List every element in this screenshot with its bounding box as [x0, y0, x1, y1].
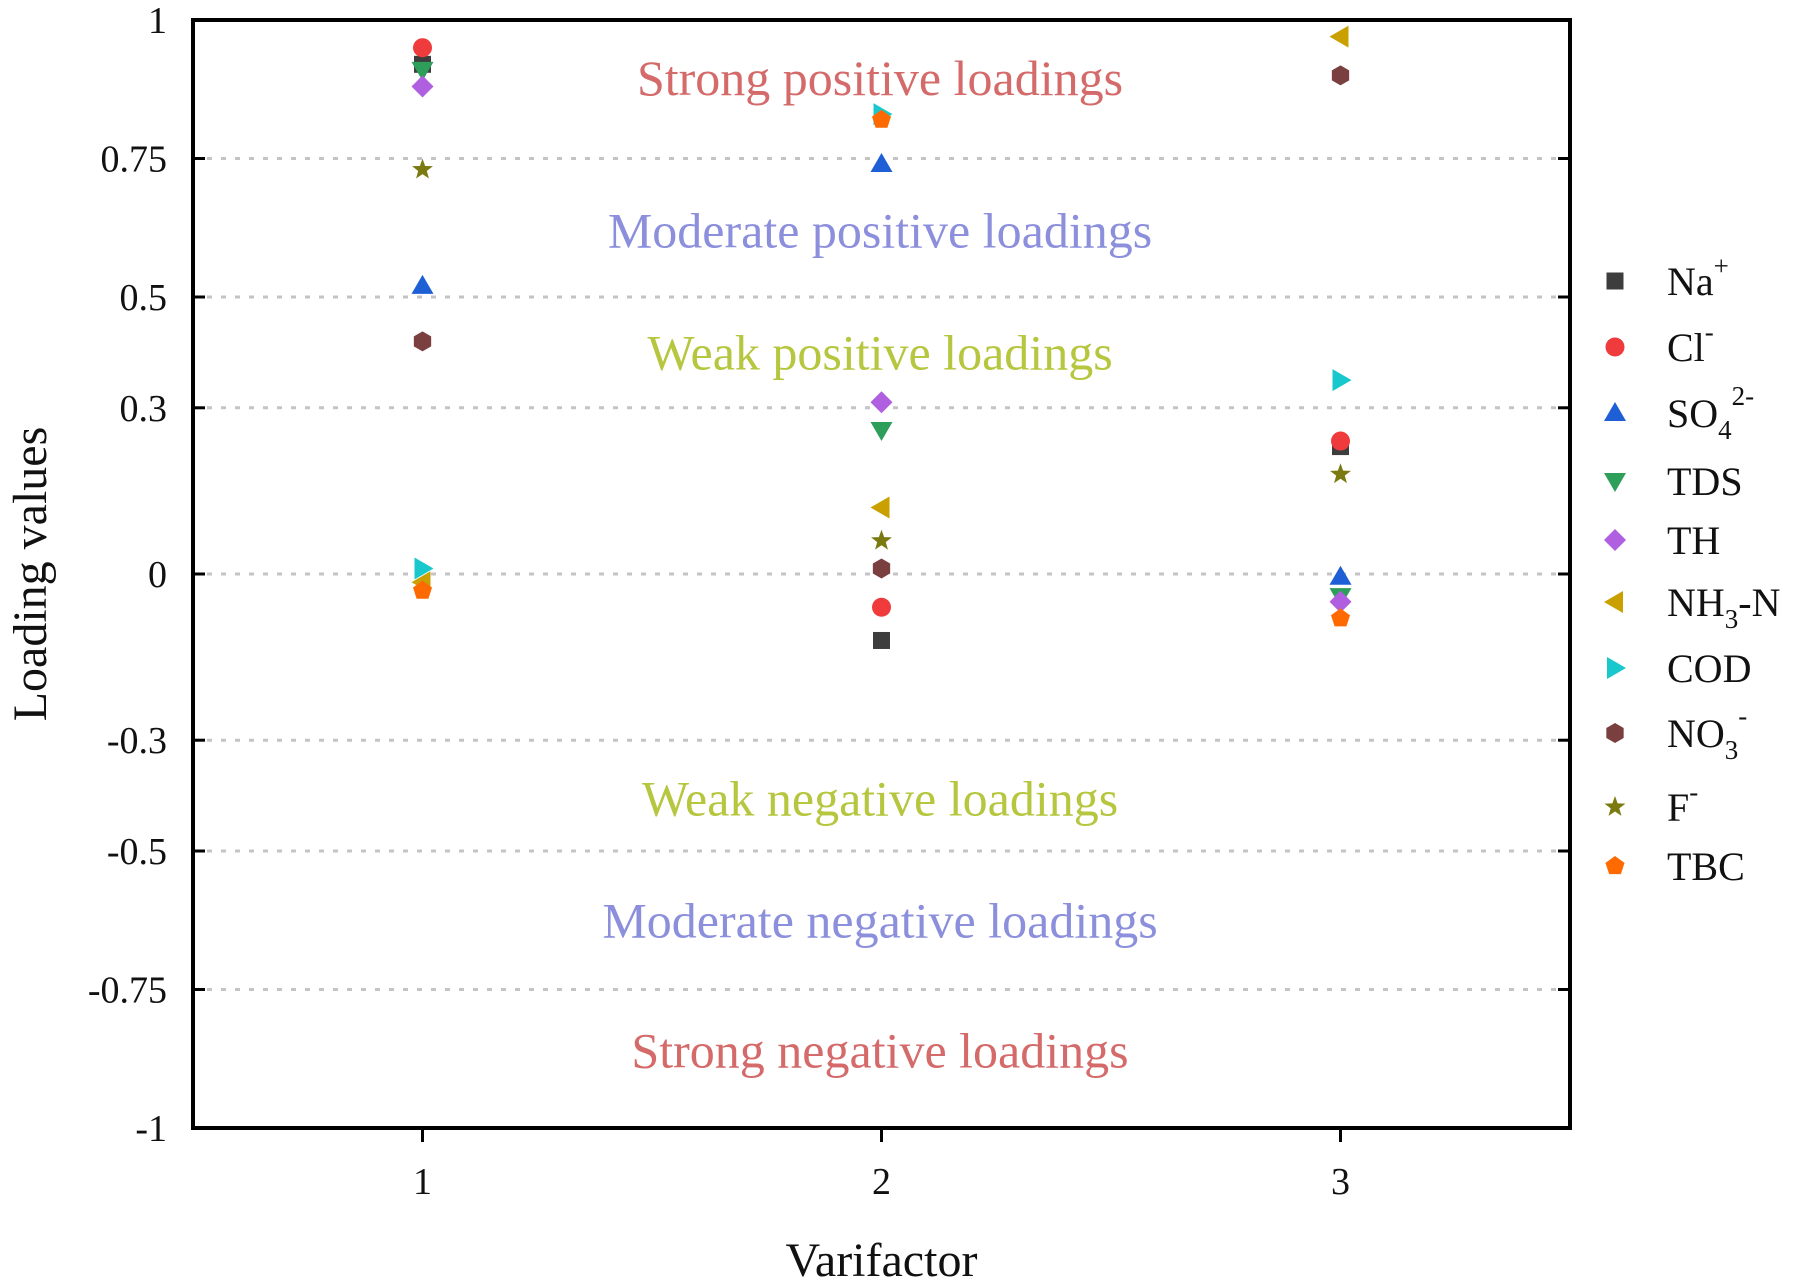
legend-marker [1605, 856, 1625, 875]
legend-marker [1604, 796, 1626, 816]
legend-marker [1606, 272, 1624, 290]
y-tick-label: 1 [148, 0, 167, 42]
data-point [873, 631, 890, 649]
band-label: Moderate negative loadings [602, 892, 1157, 948]
data-point [1330, 608, 1351, 627]
legend: Na+ Cl- SO42- TDS TH NH3-N COD NO3- F- TBC [1604, 251, 1781, 889]
data-point [1332, 369, 1352, 392]
data-point [870, 496, 890, 519]
y-axis-title: Loading values [4, 427, 57, 722]
data-point [411, 274, 434, 294]
axis-ticks: -1 -0.75 -0.5 -0.3 0 0.3 0.5 0.75 1 1 2 3 [88, 0, 1570, 1203]
data-points [411, 25, 1352, 649]
data-point [1329, 590, 1352, 613]
data-point [413, 331, 432, 352]
legend-marker [1607, 657, 1626, 679]
legend-entry: TBC [1667, 844, 1745, 889]
legend-entry: TH [1667, 518, 1720, 563]
legend-marker [1604, 402, 1626, 421]
legend-entry: COD [1667, 646, 1751, 691]
legend-marker [1604, 473, 1626, 492]
y-tick-label: -0.3 [107, 720, 167, 762]
y-tick-label: 0.5 [120, 277, 168, 319]
legend-entry: SO42- [1667, 381, 1754, 445]
band-labels: Strong positive loadings Moderate positiv… [602, 50, 1157, 1078]
data-point [412, 158, 433, 179]
legend-entry: TDS [1667, 459, 1743, 504]
legend-marker [1605, 337, 1625, 357]
band-label: Strong positive loadings [637, 50, 1123, 106]
legend-entry: Cl- [1667, 317, 1714, 370]
legend-entry: Na+ [1667, 251, 1729, 304]
x-axis-title: Varifactor [786, 1234, 978, 1287]
legend-entry: F- [1667, 777, 1698, 830]
data-point [413, 38, 432, 58]
data-point [1329, 565, 1352, 585]
data-point [872, 558, 891, 579]
y-tick-label: 0 [148, 554, 167, 596]
data-point [1331, 65, 1350, 86]
band-label: Weak negative loadings [642, 770, 1118, 826]
data-point [414, 557, 434, 580]
data-point [412, 580, 433, 599]
data-point [870, 391, 893, 414]
data-point [870, 153, 893, 173]
legend-marker [1604, 529, 1626, 551]
data-point [871, 109, 892, 128]
y-tick-label: -1 [135, 1108, 167, 1150]
x-tick-label: 1 [413, 1161, 432, 1203]
band-label: Moderate positive loadings [608, 203, 1152, 259]
band-label: Weak positive loadings [647, 324, 1112, 380]
legend-marker [1606, 723, 1624, 743]
data-point [1331, 431, 1350, 451]
y-tick-label: -0.75 [88, 970, 167, 1012]
legend-entry: NH3-N [1667, 580, 1781, 634]
y-tick-label: 0.75 [101, 139, 168, 181]
x-tick-label: 3 [1331, 1161, 1350, 1203]
data-point [411, 75, 434, 98]
data-point [871, 529, 892, 550]
legend-entry: NO3- [1667, 701, 1747, 765]
data-point [872, 597, 891, 617]
data-point [1329, 25, 1349, 48]
data-point [1330, 463, 1351, 484]
y-tick-label: 0.3 [120, 388, 168, 430]
x-tick-label: 2 [872, 1161, 891, 1203]
legend-marker [1604, 591, 1623, 613]
data-point [411, 61, 434, 81]
band-label: Strong negative loadings [631, 1022, 1128, 1078]
y-tick-label: -0.5 [107, 831, 167, 873]
data-point [870, 421, 893, 441]
